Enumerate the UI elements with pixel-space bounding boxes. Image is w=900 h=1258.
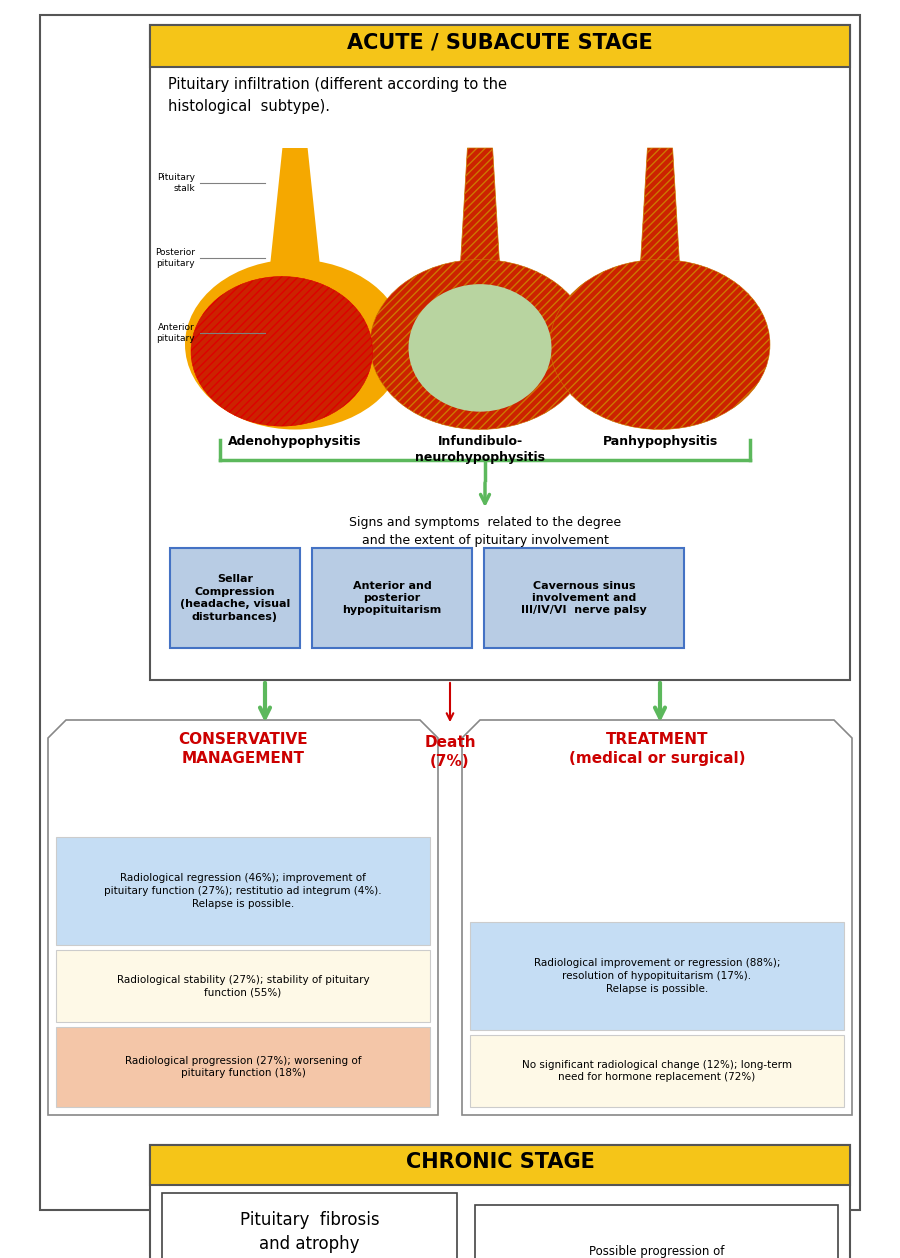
Polygon shape	[640, 148, 680, 268]
Bar	[475, 1205, 838, 1258]
Bar	[150, 1145, 850, 1258]
Bar	[162, 1193, 457, 1258]
Text: Pituitary  fibrosis
and atrophy: Pituitary fibrosis and atrophy	[239, 1211, 379, 1253]
Polygon shape	[460, 148, 500, 268]
Text: TREATMENT
(medical or surgical): TREATMENT (medical or surgical)	[569, 732, 745, 766]
Ellipse shape	[185, 259, 405, 429]
Ellipse shape	[370, 259, 590, 429]
Text: Radiological regression (46%); improvement of
pituitary function (27%); restitut: Radiological regression (46%); improveme…	[104, 873, 382, 908]
Bar	[484, 548, 684, 648]
Bar	[56, 837, 430, 945]
Ellipse shape	[409, 284, 552, 411]
Bar	[150, 25, 850, 681]
Polygon shape	[462, 720, 852, 1115]
Bar	[150, 25, 850, 67]
Text: ACUTE / SUBACUTE STAGE: ACUTE / SUBACUTE STAGE	[347, 33, 652, 53]
Text: Signs and symptoms  related to the degree
and the extent of pituitary involvemen: Signs and symptoms related to the degree…	[349, 516, 621, 547]
Text: Pituitary
stalk: Pituitary stalk	[157, 172, 195, 192]
Text: No significant radiological change (12%); long-term
need for hormone replacement: No significant radiological change (12%)…	[522, 1059, 792, 1082]
Bar	[470, 1035, 844, 1107]
Text: Death
(7%): Death (7%)	[424, 735, 476, 769]
Bar	[56, 950, 430, 1021]
Text: Cavernous sinus
involvement and
III/IV/VI  nerve palsy: Cavernous sinus involvement and III/IV/V…	[521, 581, 647, 615]
Bar	[150, 1145, 850, 1185]
Text: Radiological improvement or regression (88%);
resolution of hypopituitarism (17%: Radiological improvement or regression (…	[534, 959, 780, 994]
Text: Pituitary infiltration (different according to the: Pituitary infiltration (different accord…	[168, 77, 507, 92]
Bar	[170, 548, 300, 648]
Bar	[470, 922, 844, 1030]
Ellipse shape	[550, 259, 770, 429]
Text: Panhypophysitis: Panhypophysitis	[602, 435, 717, 448]
Text: Radiological progression (27%); worsening of
pituitary function (18%): Radiological progression (27%); worsenin…	[125, 1055, 361, 1078]
Text: Sellar
Compression
(headache, visual
disturbances): Sellar Compression (headache, visual dis…	[180, 575, 290, 621]
Text: Adenohypophysitis: Adenohypophysitis	[229, 435, 362, 448]
Text: CONSERVATIVE
MANAGEMENT: CONSERVATIVE MANAGEMENT	[178, 732, 308, 766]
Bar	[312, 548, 472, 648]
Polygon shape	[48, 720, 438, 1115]
Polygon shape	[270, 148, 320, 268]
Text: Infundibulo-
neurohypophysitis: Infundibulo- neurohypophysitis	[415, 435, 545, 464]
Text: Anterior
pituitary: Anterior pituitary	[157, 323, 195, 343]
Text: histological  subtype).: histological subtype).	[168, 99, 330, 114]
Bar	[56, 1027, 430, 1107]
Text: Possible progression of
some cases of
lymphocytic hypophysitis
to the granulomat: Possible progression of some cases of ly…	[581, 1244, 732, 1258]
Text: Posterior
pituitary: Posterior pituitary	[155, 248, 195, 268]
Text: Anterior and
posterior
hypopituitarism: Anterior and posterior hypopituitarism	[342, 581, 442, 615]
Ellipse shape	[191, 277, 373, 426]
Text: CHRONIC STAGE: CHRONIC STAGE	[406, 1152, 594, 1172]
Text: Radiological stability (27%); stability of pituitary
function (55%): Radiological stability (27%); stability …	[117, 975, 369, 998]
